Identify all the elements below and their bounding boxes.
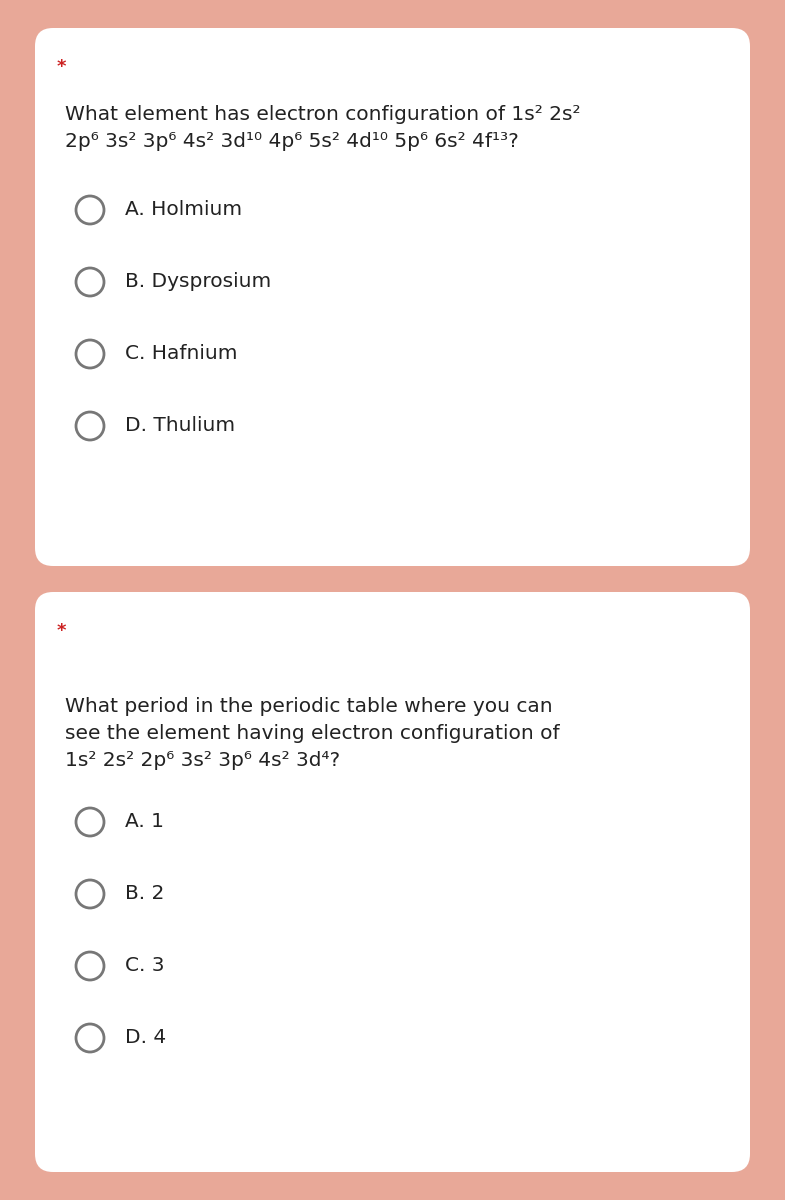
Text: What element has electron configuration of 1s² 2s²: What element has electron configuration … [65,104,580,124]
Text: 2p⁶ 3s² 3p⁶ 4s² 3d¹⁰ 4p⁶ 5s² 4d¹⁰ 5p⁶ 6s² 4f¹³?: 2p⁶ 3s² 3p⁶ 4s² 3d¹⁰ 4p⁶ 5s² 4d¹⁰ 5p⁶ 6s… [65,132,519,151]
Text: D. Thulium: D. Thulium [125,416,236,434]
Text: see the element having electron configuration of: see the element having electron configur… [65,724,560,743]
FancyBboxPatch shape [35,592,750,1172]
Text: C. 3: C. 3 [125,956,165,974]
Text: What period in the periodic table where you can: What period in the periodic table where … [65,697,553,716]
Text: *: * [57,58,67,76]
Text: A. Holmium: A. Holmium [125,200,242,218]
Text: B. Dysprosium: B. Dysprosium [125,272,272,290]
Text: B. 2: B. 2 [125,884,164,902]
Text: C. Hafnium: C. Hafnium [125,344,238,362]
FancyBboxPatch shape [35,28,750,566]
Text: D. 4: D. 4 [125,1028,166,1046]
Text: 1s² 2s² 2p⁶ 3s² 3p⁶ 4s² 3d⁴?: 1s² 2s² 2p⁶ 3s² 3p⁶ 4s² 3d⁴? [65,751,340,770]
Text: *: * [57,622,67,640]
Text: A. 1: A. 1 [125,812,164,830]
